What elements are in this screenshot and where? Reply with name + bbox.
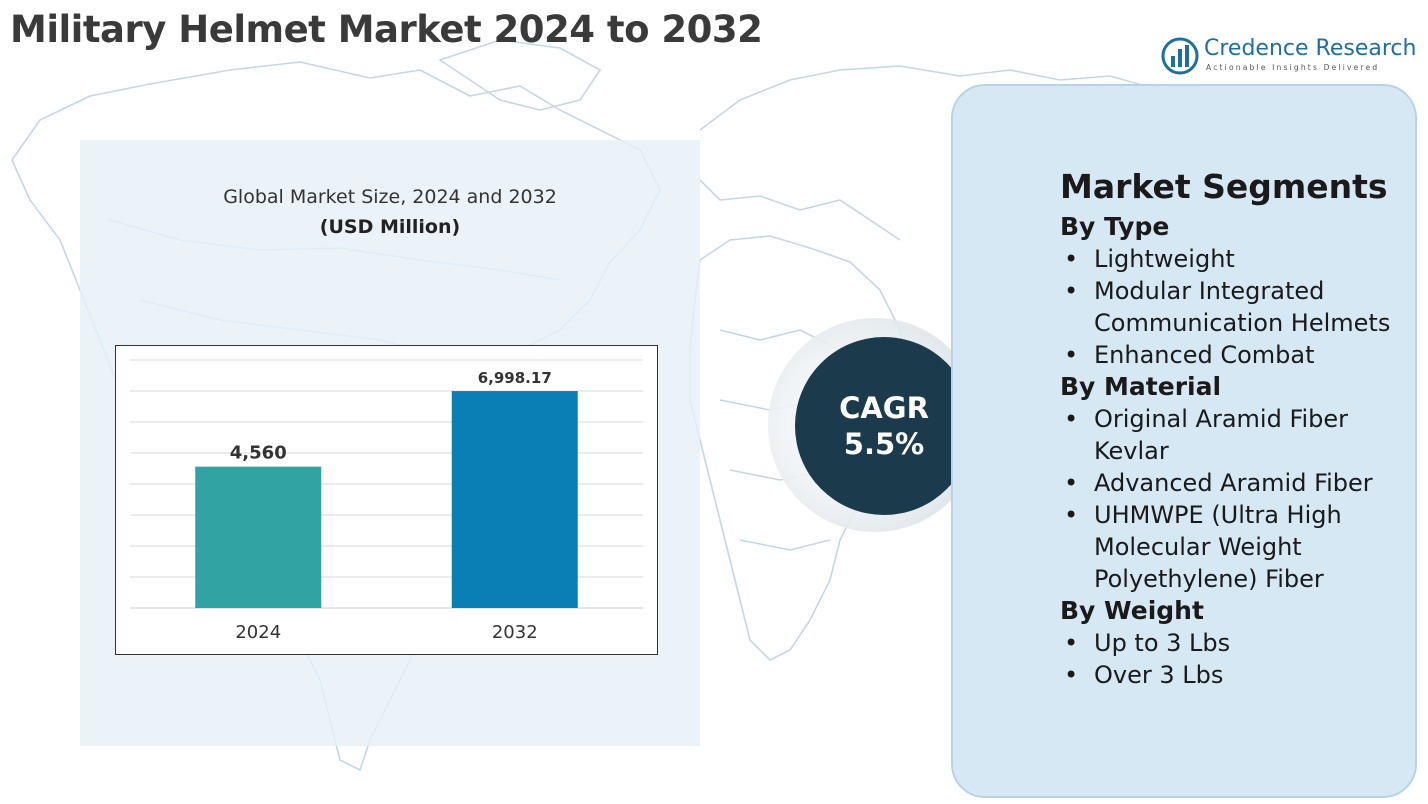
bar-chart-logo-icon (1161, 37, 1199, 75)
segment-group-title: By Type (1060, 212, 1170, 241)
segment-list: • Lightweight • Modular Integrated Communic… (1060, 243, 1414, 371)
segment-item-label: Advanced Aramid Fiber (1094, 469, 1373, 497)
segment-group-title: By Material (1060, 372, 1222, 401)
bullet-icon: • (1064, 469, 1079, 497)
segment-item: • Up to 3 Lbs (1060, 627, 1414, 659)
bullet-icon: • (1064, 341, 1079, 369)
x-tick-label: 2024 (235, 622, 281, 643)
cagr-badge: CAGR 5.5% (795, 337, 973, 515)
cagr-value: 5.5% (843, 427, 925, 461)
logo-name: Credence Research (1204, 36, 1417, 61)
data-label: 4,560 (230, 443, 287, 464)
segment-list: • Up to 3 Lbs • Over 3 Lbs (1060, 627, 1414, 691)
bar-chart: 4,560 2024 6,998.17 2032 (115, 345, 658, 655)
bullet-icon: • (1064, 245, 1079, 273)
segment-list: • Original Aramid Fiber Kevlar • Advanced A… (1060, 403, 1414, 595)
segment-item: • Over 3 Lbs (1060, 659, 1414, 691)
segment-item-label: Lightweight (1094, 245, 1235, 273)
segments-title: Market Segments (1060, 167, 1388, 206)
bar-chart-svg: 4,560 2024 6,998.17 2032 (130, 359, 643, 643)
segment-group-title: By Weight (1060, 596, 1204, 625)
segment-item: • Modular Integrated Communication Helmet… (1060, 275, 1414, 339)
segment-item-label: Enhanced Combat (1094, 341, 1315, 369)
segment-item: • Enhanced Combat (1060, 339, 1414, 371)
segments-panel (951, 84, 1417, 798)
segment-item-label: Up to 3 Lbs (1094, 629, 1231, 657)
logo: Credence Research Actionable Insights De… (1160, 36, 1416, 80)
segments-content: Market Segments By Type • Lightweight • Modu… (1060, 165, 1414, 691)
chart-unit-label: (USD Million) (319, 216, 461, 238)
logo-tagline: Actionable Insights Delivered (1206, 63, 1380, 72)
bullet-icon: • (1064, 629, 1079, 657)
segment-item-label: Original Aramid Fiber Kevlar (1094, 405, 1349, 465)
segment-item-label: Over 3 Lbs (1094, 661, 1224, 689)
page-title: Military Helmet Market 2024 to 2032 (10, 8, 763, 51)
segment-item: • Advanced Aramid Fiber (1060, 467, 1414, 499)
bullet-icon: • (1064, 405, 1079, 433)
x-tick-label: 2032 (492, 622, 538, 643)
bullet-icon: • (1064, 661, 1079, 689)
data-label: 6,998.17 (478, 369, 552, 387)
segment-item: • Original Aramid Fiber Kevlar (1060, 403, 1414, 467)
bullet-icon: • (1064, 277, 1079, 305)
bar-2024 (195, 466, 322, 608)
segment-item: • Lightweight (1060, 243, 1414, 275)
segment-groups: By Type • Lightweight • Modular Integrated C… (1060, 211, 1414, 691)
segment-item: • UHMWPE (Ultra High Molecular Weight Pol… (1060, 499, 1414, 595)
bar-2032 (451, 391, 578, 608)
segment-item-label: Modular Integrated Communication Helmets (1094, 277, 1391, 337)
chart-subtitle: Global Market Size, 2024 and 2032 (223, 186, 557, 208)
cagr-label: CAGR (839, 391, 929, 425)
segment-item-label: UHMWPE (Ultra High Molecular Weight Poly… (1094, 501, 1342, 593)
bullet-icon: • (1064, 501, 1079, 529)
